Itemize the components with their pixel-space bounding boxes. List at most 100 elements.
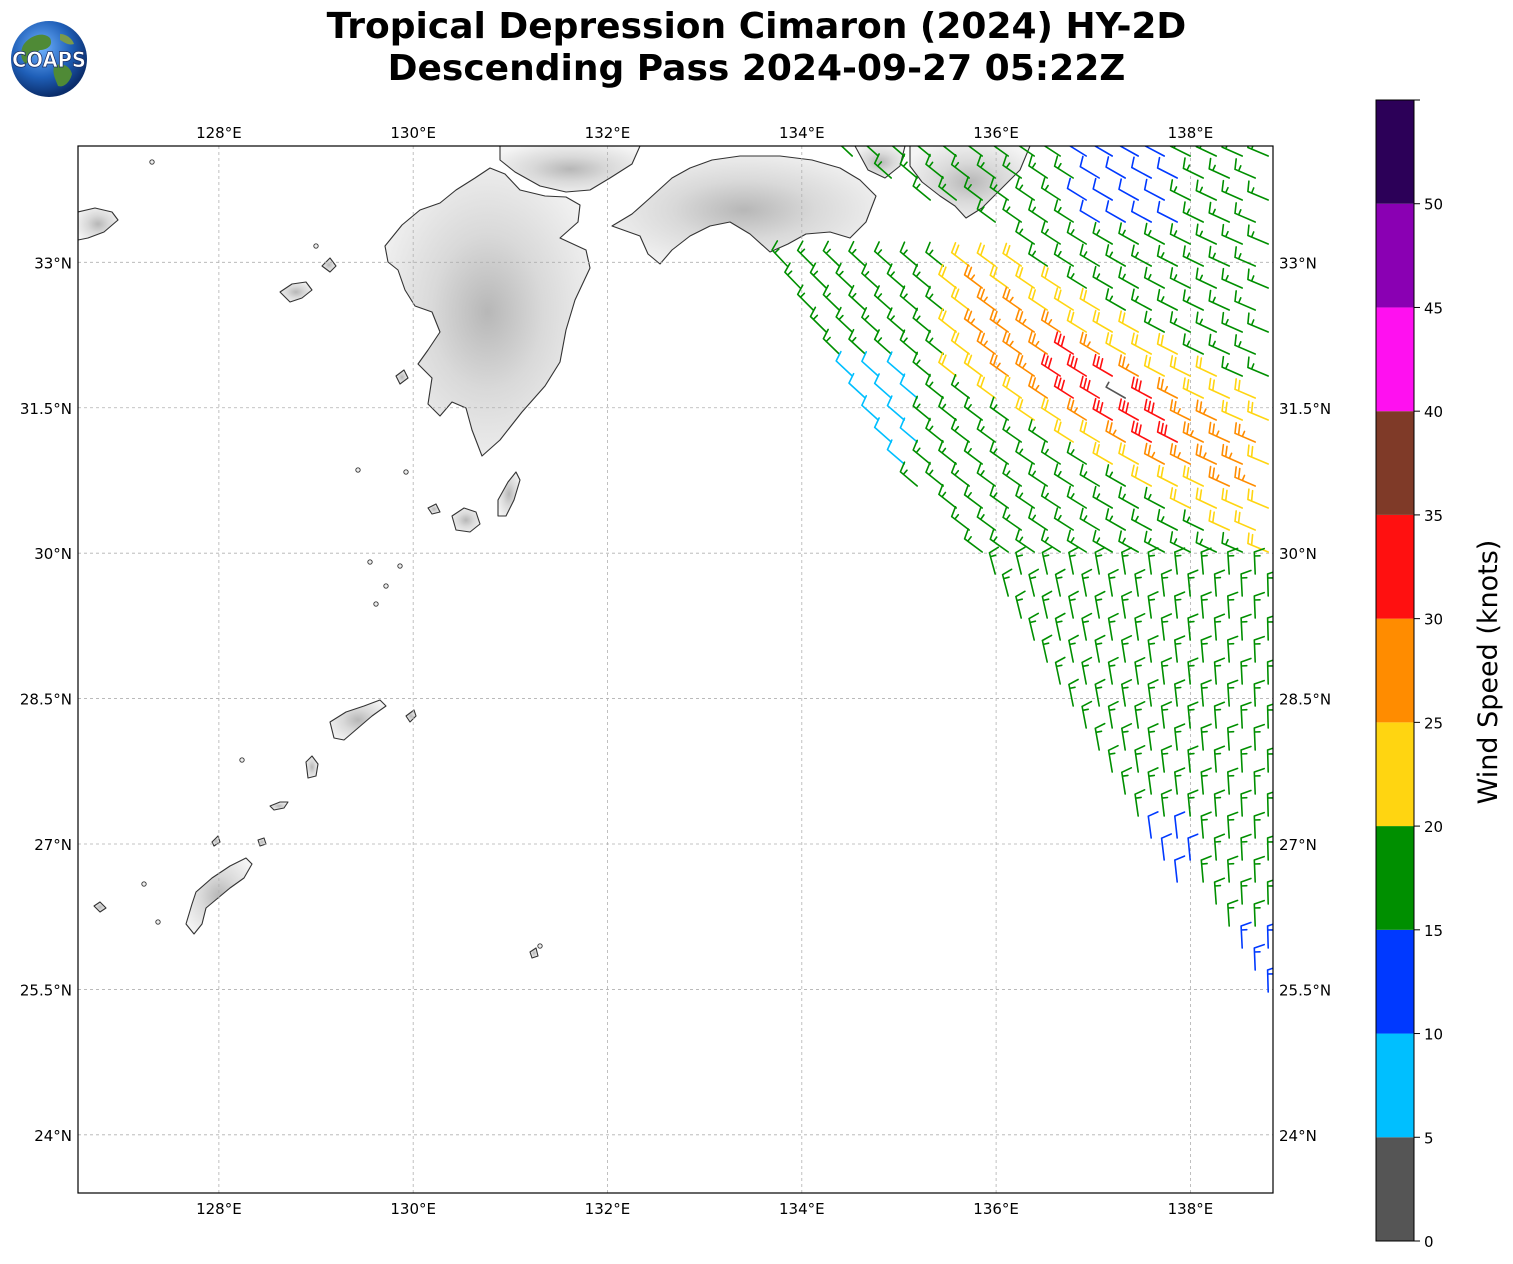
wind-barb [963, 440, 983, 465]
wind-barb [1253, 635, 1265, 663]
wind-barb [1227, 591, 1239, 619]
wind-barb [1227, 679, 1239, 707]
wind-barb [1240, 701, 1252, 729]
wind-barb [1174, 723, 1186, 751]
wind-barb [1187, 745, 1199, 773]
wind-barb [1174, 855, 1186, 883]
wind-barb [1121, 767, 1133, 795]
wind-barb [938, 351, 957, 377]
wind-barb [1147, 547, 1159, 575]
wind-barb [1068, 634, 1079, 663]
lon-tick-label-top: 138°E [1168, 124, 1214, 142]
wind-barb [809, 306, 827, 333]
wind-barb [1053, 199, 1074, 223]
wind-barb [1015, 176, 1035, 201]
colorbar-bin [1376, 826, 1414, 930]
wind-barb [1143, 178, 1165, 201]
island-tanegashima [497, 471, 521, 517]
wind-barb [1121, 591, 1133, 619]
wind-barb [976, 154, 996, 179]
wind-barb [1041, 546, 1053, 575]
lon-tick-label-bottom: 138°E [1168, 1200, 1214, 1218]
wind-barb [1147, 811, 1159, 839]
wind-barb [950, 506, 970, 531]
wind-barb [963, 352, 983, 377]
wind-barb [835, 350, 853, 377]
wind-barb [1208, 421, 1230, 443]
wind-barb [1105, 381, 1126, 399]
wind-barb [1081, 656, 1093, 685]
wind-barb [1240, 745, 1252, 773]
wind-barb [963, 264, 983, 289]
lat-tick-label-left: 27°N [34, 836, 72, 854]
wind-barb [950, 330, 970, 355]
wind-barb [1182, 245, 1204, 267]
wind-barb [1156, 420, 1178, 443]
wind-barb [1208, 333, 1230, 355]
island-small-b [427, 503, 441, 515]
wind-barb [1182, 333, 1204, 355]
wind-barb [822, 284, 840, 311]
wind-barb [886, 307, 905, 333]
wind-barb [1240, 833, 1252, 861]
wind-barb [1053, 155, 1074, 179]
wind-barb [1040, 177, 1061, 201]
wind-barb [1234, 158, 1256, 179]
colorbar-tick-label: 25 [1424, 714, 1443, 732]
wind-barb [1234, 246, 1256, 267]
wind-barb [925, 461, 944, 487]
wind-barb [1182, 377, 1204, 399]
wind-barb [1040, 353, 1061, 377]
lat-tick-label-right: 27°N [1279, 836, 1317, 854]
wind-barb [1208, 509, 1230, 531]
wind-barb [1240, 921, 1252, 949]
wind-barb [1234, 290, 1256, 311]
wind-barb [1105, 332, 1126, 355]
wind-barb [1134, 745, 1146, 773]
wind-barb [1054, 656, 1066, 685]
wind-barb [822, 328, 840, 355]
wind-barb [1040, 485, 1061, 509]
wind-barb [899, 285, 918, 311]
wind-barb [1068, 546, 1079, 575]
wind-barb [1208, 465, 1230, 487]
wind-barb [916, 146, 931, 157]
colorbar-tick-label: 0 [1424, 1233, 1434, 1251]
wind-barb [1240, 613, 1252, 641]
colorbar-frame [1375, 99, 1415, 1242]
wind-barb [912, 307, 931, 333]
wind-barb [912, 395, 931, 421]
wind-barb [1240, 569, 1252, 597]
wind-barb [1169, 267, 1191, 289]
wind-barb [1118, 486, 1139, 509]
wind-barb [1169, 179, 1191, 201]
wind-barb [1156, 288, 1178, 311]
wind-barb [1227, 855, 1239, 883]
wind-barb [989, 396, 1009, 421]
wind-barb [950, 462, 970, 487]
colorbar-tick-label: 15 [1424, 922, 1443, 940]
wind-barb [1247, 312, 1269, 333]
map-frame [77, 145, 1274, 1194]
wind-barb [1092, 529, 1113, 553]
lon-tick-label-bottom: 128°E [196, 1200, 242, 1218]
wind-barb [1131, 332, 1152, 355]
wind-barb [1105, 288, 1126, 311]
wind-barb [861, 351, 879, 377]
wind-barb [1213, 613, 1226, 641]
wind-barb [976, 506, 996, 531]
island-tokunoshima [305, 755, 319, 779]
wind-barb [1134, 569, 1146, 597]
island-shikoku [611, 155, 877, 265]
wind-barb [912, 439, 931, 465]
wind-barb [1221, 223, 1243, 245]
wind-barb [886, 263, 905, 289]
wind-barb [1015, 440, 1035, 465]
wind-barb [1118, 354, 1139, 377]
islet [373, 601, 379, 607]
wind-barb [1147, 679, 1159, 707]
wind-barb [1208, 245, 1230, 267]
wind-barb [1040, 397, 1061, 421]
colorbar-tick-label: 40 [1424, 403, 1443, 421]
wind-barb [1079, 375, 1100, 399]
